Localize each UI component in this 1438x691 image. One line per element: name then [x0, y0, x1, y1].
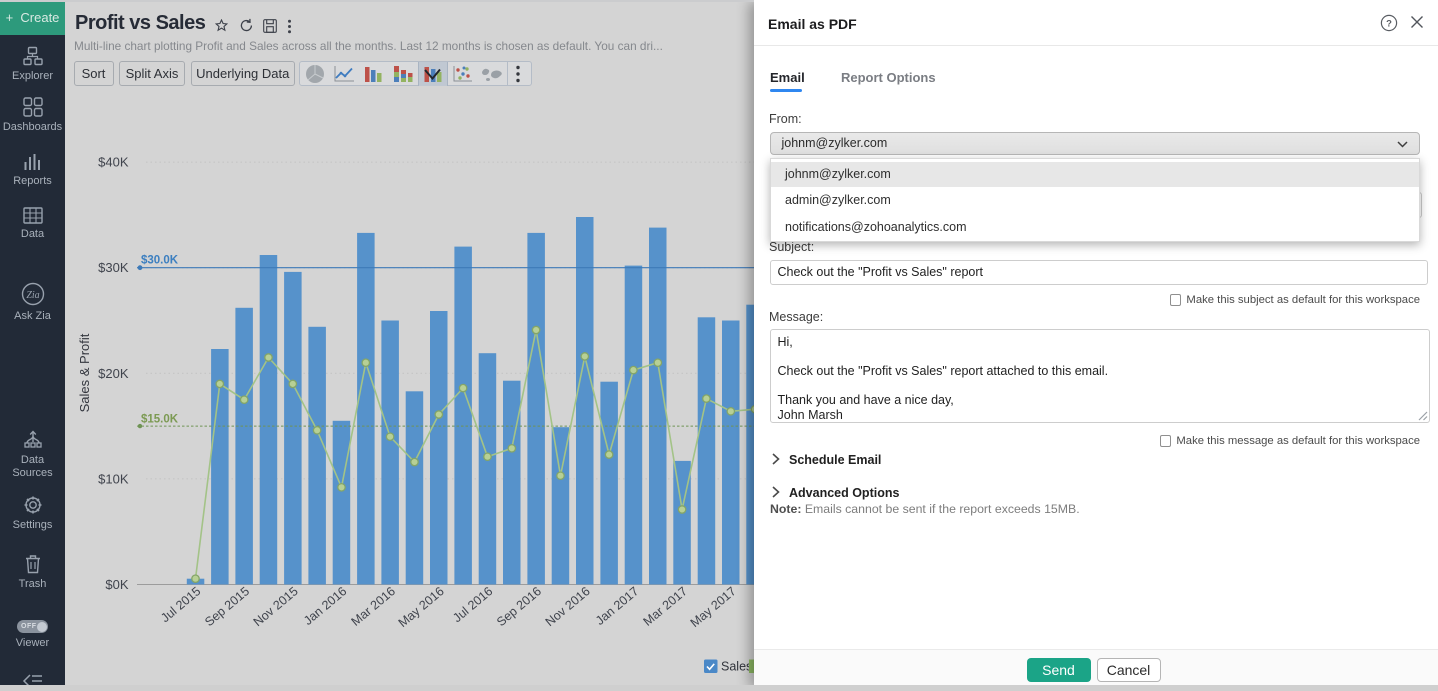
svg-text:?: ? [1386, 19, 1392, 30]
svg-text:Jul 2016: Jul 2016 [450, 584, 495, 625]
svg-text:$30.0K: $30.0K [141, 255, 179, 267]
svg-text:Nov 2016: Nov 2016 [543, 584, 593, 629]
svg-text:$40K: $40K [98, 155, 129, 170]
svg-text:Jan 2016: Jan 2016 [301, 584, 349, 628]
svg-text:Sales: Sales [721, 660, 752, 674]
svg-text:Jul 2015: Jul 2015 [158, 584, 203, 625]
svg-text:Nov 2015: Nov 2015 [251, 584, 301, 629]
svg-text:Sales & Profit: Sales & Profit [77, 333, 92, 412]
svg-text:Mar 2016: Mar 2016 [349, 584, 398, 629]
svg-text:Sep 2016: Sep 2016 [494, 584, 544, 629]
svg-text:May 2016: May 2016 [396, 584, 447, 630]
svg-text:Jan 2017: Jan 2017 [593, 584, 641, 628]
svg-text:$10K: $10K [98, 471, 129, 486]
svg-text:Sep 2015: Sep 2015 [202, 584, 252, 629]
svg-text:Mar 2017: Mar 2017 [641, 584, 690, 629]
svg-text:May 2017: May 2017 [688, 584, 739, 630]
svg-text:$0K: $0K [105, 577, 128, 592]
svg-text:$15.0K: $15.0K [141, 414, 179, 426]
svg-text:Zia: Zia [26, 290, 39, 301]
svg-text:$20K: $20K [98, 366, 129, 381]
svg-text:$30K: $30K [98, 260, 129, 275]
